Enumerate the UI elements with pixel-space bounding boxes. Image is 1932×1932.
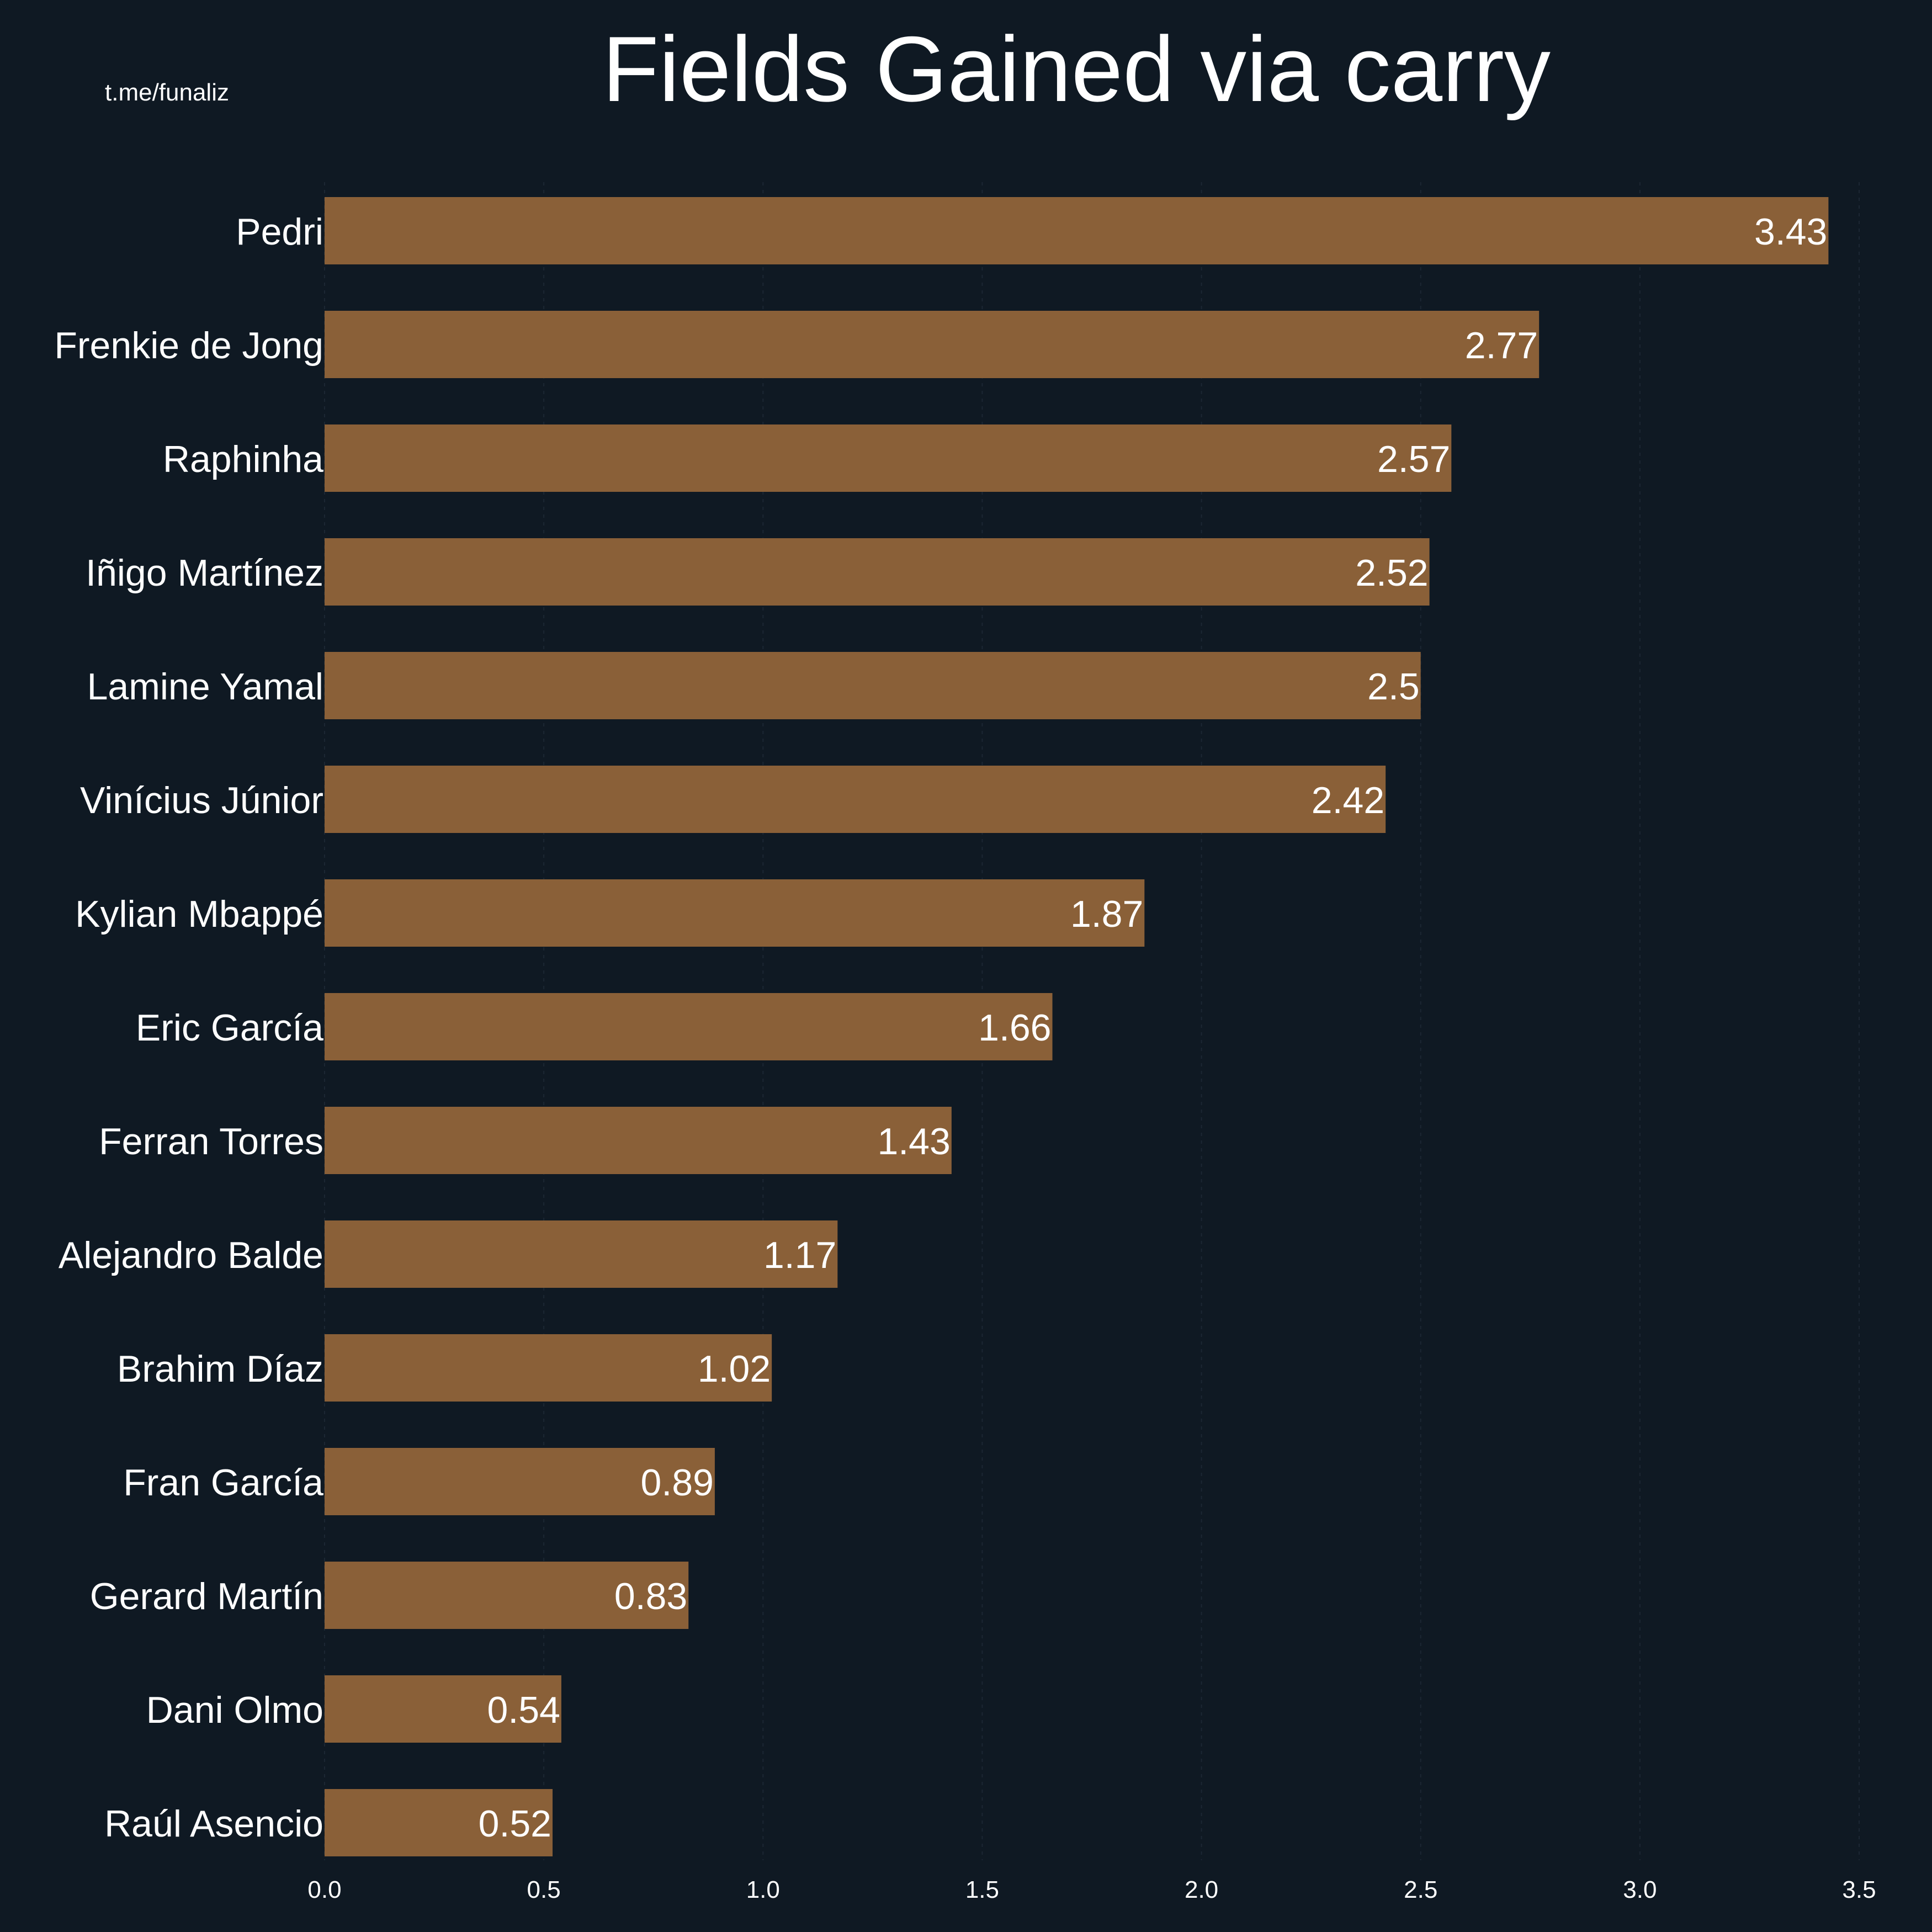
bar [325,1675,561,1743]
bar [325,1789,553,1856]
value-label: 0.54 [487,1689,560,1731]
value-label: 2.5 [1367,666,1420,708]
bar [325,311,1540,378]
category-label: Ferran Torres [99,1121,323,1163]
value-label: 2.42 [1312,779,1384,821]
x-tick-label: 0.5 [527,1876,561,1903]
category-label: Dani Olmo [146,1689,323,1731]
category-label: Gerard Martín [90,1575,323,1617]
labels-layer: Pedri 3.43 Frenkie de Jong 2.77 Raphinha 2.57… [54,211,1827,1845]
bar [325,1334,772,1402]
category-label: Iñigo Martínez [86,552,323,594]
category-label: Pedri [236,211,323,253]
value-label: 1.66 [978,1007,1051,1049]
x-axis-ticks: 0.0 0.5 1.0 1.5 2.0 2.5 3.0 3.5 [307,1876,1876,1903]
value-label: 2.57 [1377,438,1450,480]
value-label: 3.43 [1754,211,1827,253]
bar [325,993,1053,1060]
watermark: t.me/funaliz [105,79,229,106]
chart-title: Fields Gained via carry [602,17,1551,121]
category-label: Lamine Yamal [87,666,323,708]
category-label: Frenkie de Jong [54,325,323,367]
value-label: 0.83 [614,1575,687,1617]
bar [325,197,1829,264]
bar [325,424,1452,492]
x-tick-label: 1.0 [746,1876,780,1903]
category-label: Brahim Díaz [117,1348,323,1390]
category-label: Raphinha [163,438,323,480]
x-tick-label: 1.5 [965,1876,999,1903]
category-label: Fran García [123,1462,323,1504]
bar [325,1220,838,1288]
value-label: 2.77 [1465,325,1538,367]
value-label: 0.52 [479,1803,551,1845]
value-label: 1.17 [763,1234,836,1276]
category-label: Alejandro Balde [59,1234,323,1276]
category-label: Kylian Mbappé [75,893,323,935]
bar [325,1448,715,1515]
category-label: Raúl Asencio [104,1803,323,1845]
x-tick-label: 2.5 [1404,1876,1437,1903]
x-tick-label: 3.5 [1842,1876,1876,1903]
value-label: 2.52 [1355,552,1428,594]
bars-layer [325,197,1829,1856]
bar [325,538,1430,606]
category-label: Eric García [136,1007,323,1049]
x-tick-label: 3.0 [1623,1876,1657,1903]
value-label: 0.89 [641,1462,714,1504]
x-tick-label: 0.0 [307,1876,341,1903]
bar [325,879,1145,947]
x-tick-label: 2.0 [1185,1876,1218,1903]
value-label: 1.87 [1070,893,1143,935]
bar [325,1562,689,1629]
category-label: Vinícius Júnior [80,779,323,821]
value-label: 1.02 [698,1348,771,1390]
bar [325,766,1386,833]
bar [325,652,1421,719]
bar [325,1107,952,1174]
value-label: 1.43 [877,1121,950,1163]
